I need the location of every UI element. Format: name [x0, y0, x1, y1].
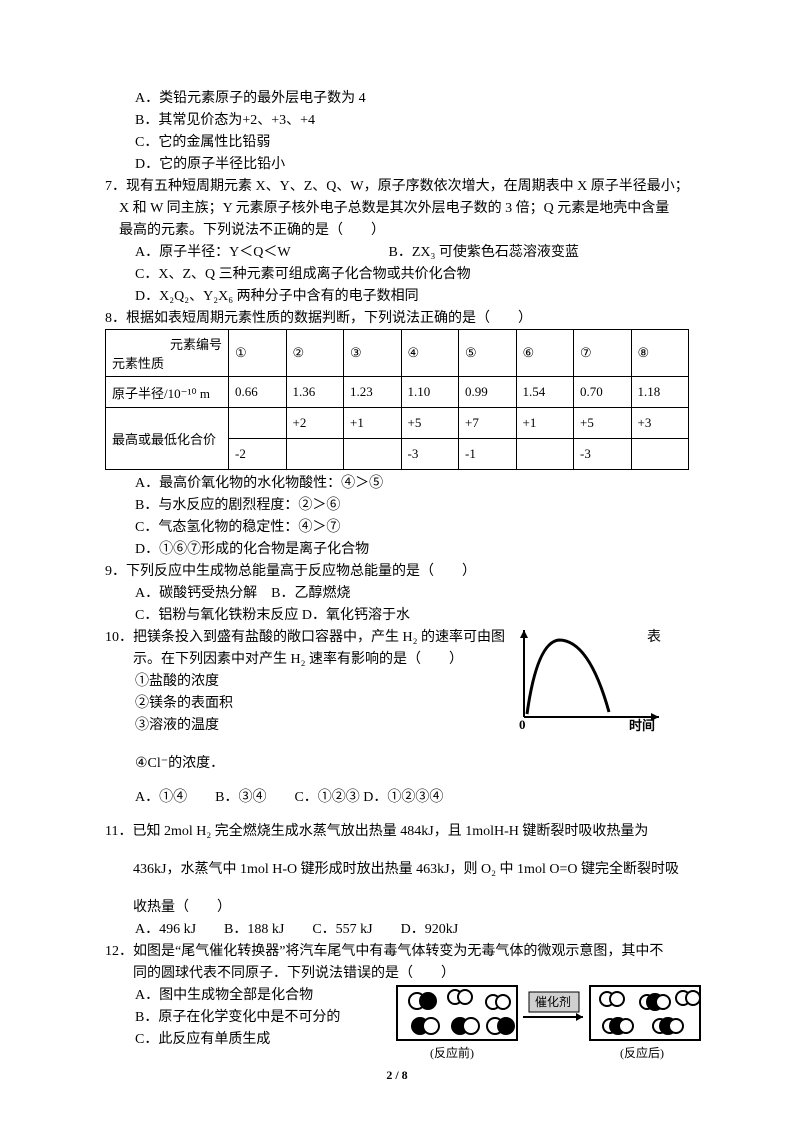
- tbl-h0: 元素编号: [112, 334, 222, 353]
- q9-option-b: B．乙醇燃烧: [271, 586, 350, 601]
- reaction-diagram: (反应前) 催化剂 (: [395, 984, 705, 1064]
- tbl-r2-4: +5: [401, 408, 459, 439]
- tbl-r1-4: 1.10: [401, 377, 459, 408]
- question-9: 9．下列反应中生成物总能量高于反应物总能量的是（ ） A．碳酸钙受热分解 B．乙…: [105, 560, 689, 624]
- q10-stem-1a: 把镁条投入到盛有盐酸的敞口容器中，产生 H₂ 的速率可由图: [133, 630, 505, 645]
- q9-option-a: A．碳酸钙受热分解: [135, 586, 257, 601]
- tbl-r2-2: +2: [286, 408, 344, 439]
- q7-option-b: B．ZX₃ 可使紫色石蕊溶液变蓝: [389, 245, 579, 260]
- tbl-c5: ⑤: [459, 330, 517, 377]
- tbl-r3-6: [516, 439, 574, 470]
- tbl-r2-8: +3: [631, 408, 689, 439]
- tbl-r2-7: +5: [574, 408, 632, 439]
- q10-options: A．①④ B．③④ C．①②③ D．①②③④: [105, 786, 689, 806]
- q12-stem-1: 如图是“尾气催化转换器”将汽车尾气中有毒气体转变为无毒气体的微观示意图，其中不: [133, 944, 663, 959]
- q7-stem-3: 最高的元素。下列说法不正确的是（ ）: [105, 219, 689, 239]
- page: A．类铅元素原子的最外层电子数为 4 B．其常见价态为+2、+3、+4 C．它的…: [0, 0, 794, 1123]
- tbl-c2: ②: [286, 330, 344, 377]
- tbl-r3-1: -2: [229, 439, 287, 470]
- q6-option-c: C．它的金属性比铅弱: [105, 131, 689, 151]
- tbl-r2-3: +1: [344, 408, 402, 439]
- tbl-r3-2: [286, 439, 344, 470]
- tbl-r3-5: -1: [459, 439, 517, 470]
- q8-option-a: A．最高价氧化物的水化物酸性：④＞⑤: [105, 472, 689, 492]
- q9-stem: 下列反应中生成物总能量高于反应物总能量的是（ ）: [126, 564, 476, 579]
- question-10: 10．把镁条投入到盛有盐酸的敞口容器中，产生 H₂ 的速率可由图 表 示。在下列…: [105, 626, 689, 806]
- q7-stem-1: 现有五种短周期元素 X、Y、Z、Q、W，原子序数依次增大，在周期表中 X 原子半…: [126, 179, 689, 194]
- tbl-c4: ④: [401, 330, 459, 377]
- q11-stem-1: 已知 2mol H₂ 完全燃烧生成水蒸气放出热量 484kJ，且 1molH-H…: [132, 824, 648, 839]
- tbl-h2: 元素性质: [112, 353, 222, 372]
- q12-stem-2: 同的圆球代表不同原子．下列说法错误的是（ ）: [105, 962, 689, 982]
- tbl-c1: ①: [229, 330, 287, 377]
- q11-options: A．496 kJ B．188 kJ C．557 kJ D．920kJ: [105, 918, 689, 938]
- q9-option-c: C．铝粉与氧化铁粉末反应: [135, 608, 298, 623]
- q9-option-d: D．氧化钙溶于水: [302, 608, 410, 623]
- q8-stem: 根据如表短周期元素性质的数据判断，下列说法正确的是（ ）: [126, 311, 532, 326]
- q11-stem-2: 436kJ，水蒸气中 1mol H-O 键形成时放出热量 463kJ，则 O₂ …: [105, 858, 689, 878]
- q6-option-a: A．类铅元素原子的最外层电子数为 4: [105, 87, 689, 107]
- tbl-c8: ⑧: [631, 330, 689, 377]
- tbl-r1-5: 0.99: [459, 377, 517, 408]
- q7-row-ab: A．原子半径：Y＜Q＜W B．ZX₃ 可使紫色石蕊溶液变蓝: [105, 241, 689, 261]
- q9-number: 9．: [105, 564, 126, 579]
- catalyst-label: 催化剂: [535, 994, 571, 1009]
- tbl-r1-1: 0.66: [229, 377, 287, 408]
- q10-f4: ④Cl⁻的浓度．: [105, 752, 689, 772]
- tbl-c7: ⑦: [574, 330, 632, 377]
- tbl-r1-6: 1.54: [516, 377, 574, 408]
- question-8: 8．根据如表短周期元素性质的数据判断，下列说法正确的是（ ） 元素编号 元素性质…: [105, 307, 689, 558]
- rate-time-graph: 0 时间: [509, 622, 669, 732]
- axis-origin: 0: [519, 717, 526, 732]
- q9-row1: A．碳酸钙受热分解 B．乙醇燃烧: [105, 582, 689, 602]
- question-7: 7．现有五种短周期元素 X、Y、Z、Q、W，原子序数依次增大，在周期表中 X 原…: [105, 175, 689, 305]
- tbl-r3-3: [344, 439, 402, 470]
- tbl-r3-4: -3: [401, 439, 459, 470]
- tbl-r1-3: 1.23: [344, 377, 402, 408]
- q7-option-c: C．X、Z、Q 三种元素可组成离子化合物或共价化合物: [105, 263, 689, 283]
- q8-option-d: D．①⑥⑦形成的化合物是离子化合物: [105, 538, 689, 558]
- q6-option-d: D．它的原子半径比铅小: [105, 153, 689, 173]
- tbl-r3-7: -3: [574, 439, 632, 470]
- q10-number: 10．: [105, 630, 133, 645]
- q8-option-b: B．与水反应的剧烈程度：②＞⑥: [105, 494, 689, 514]
- tbl-r2-5: +7: [459, 408, 517, 439]
- q6-option-b: B．其常见价态为+2、+3、+4: [105, 109, 689, 129]
- question-11: 11．已知 2mol H₂ 完全燃烧生成水蒸气放出热量 484kJ，且 1mol…: [105, 820, 689, 938]
- tbl-r2-1: [229, 408, 287, 439]
- label-after: (反应后): [620, 1045, 664, 1060]
- q11-stem-3: 收热量（ ）: [105, 896, 689, 916]
- tbl-r2-6: +1: [516, 408, 574, 439]
- q8-number: 8．: [105, 311, 126, 326]
- page-footer: 2 / 8: [0, 1068, 794, 1083]
- q7-option-d: D．X₂Q₂、Y₂X₆ 两种分子中含有的电子数相同: [105, 285, 689, 305]
- tbl-r1-2: 1.36: [286, 377, 344, 408]
- q7-number: 7．: [105, 179, 126, 194]
- tbl-r1-0: 原子半径/10⁻¹⁰ m: [106, 377, 229, 408]
- question-12: 12．如图是“尾气催化转换器”将汽车尾气中有毒气体转变为无毒气体的微观示意图，其…: [105, 940, 689, 1048]
- axis-x-label: 时间: [629, 718, 655, 732]
- label-before: (反应前): [430, 1045, 474, 1060]
- q11-number: 11．: [105, 824, 132, 839]
- q7-option-a: A．原子半径：Y＜Q＜W: [135, 241, 385, 261]
- q8-option-c: C．气态氢化物的稳定性：④＞⑦: [105, 516, 689, 536]
- q9-row2: C．铝粉与氧化铁粉末反应 D．氧化钙溶于水: [105, 604, 689, 624]
- tbl-r1-7: 0.70: [574, 377, 632, 408]
- element-table: 元素编号 元素性质 ① ② ③ ④ ⑤ ⑥ ⑦ ⑧ 原子半径/10⁻¹⁰ m 0…: [105, 329, 689, 470]
- tbl-r2-0: 最高或最低化合价: [106, 408, 229, 470]
- tbl-r3-8: [631, 439, 689, 470]
- tbl-r1-8: 1.18: [631, 377, 689, 408]
- tbl-c6: ⑥: [516, 330, 574, 377]
- q12-number: 12．: [105, 944, 133, 959]
- tbl-c3: ③: [344, 330, 402, 377]
- q7-stem-2: X 和 W 同主族；Y 元素原子核外电子总数是其次外层电子数的 3 倍；Q 元素…: [105, 197, 689, 217]
